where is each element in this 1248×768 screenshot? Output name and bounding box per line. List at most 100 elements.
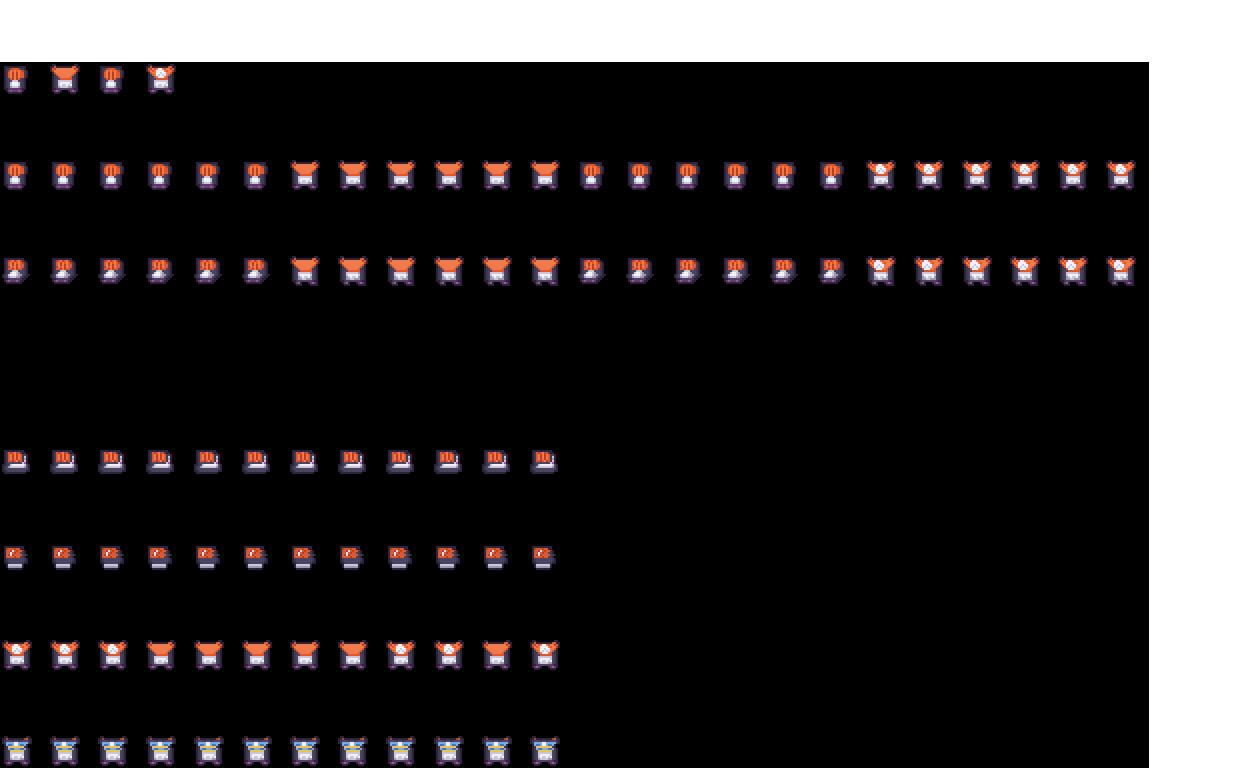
sprite-frame[interactable] [0,62,48,110]
sprite-frame[interactable] [288,446,336,494]
sprite-frame[interactable] [432,542,480,590]
sprite-frame[interactable] [144,254,192,302]
sprite-frame[interactable] [240,158,288,206]
sprite-frame[interactable] [384,254,432,302]
sprite-frame[interactable] [96,734,144,768]
sprite-frame[interactable] [144,638,192,686]
sprite-frame[interactable] [384,158,432,206]
sprite-frame[interactable] [288,734,336,768]
sprite-frame[interactable] [288,158,336,206]
row-alt-palette[interactable] [0,734,576,768]
sprite-frame[interactable] [1056,254,1104,302]
sprite-frame[interactable] [48,446,96,494]
sprite-frame[interactable] [0,638,48,686]
sprite-frame[interactable] [192,254,240,302]
sprite-frame[interactable] [672,254,720,302]
sprite-frame[interactable] [432,254,480,302]
row-walk-front[interactable] [0,158,1149,206]
sprite-frame[interactable] [384,638,432,686]
row-attack-spread[interactable] [0,638,576,686]
sprite-frame[interactable] [336,542,384,590]
sprite-frame[interactable] [240,446,288,494]
sprite-frame[interactable] [240,734,288,768]
sprite-frame[interactable] [336,446,384,494]
sprite-frame[interactable] [96,446,144,494]
sprite-frame[interactable] [192,542,240,590]
row-walk-diagonal[interactable] [0,254,1149,302]
sprite-frame[interactable] [1104,254,1149,302]
sprite-frame[interactable] [960,254,1008,302]
sprite-frame[interactable] [528,446,576,494]
sprite-frame[interactable] [528,542,576,590]
sprite-frame[interactable] [384,446,432,494]
row-side-rest[interactable] [0,446,576,494]
sprite-frame[interactable] [480,158,528,206]
sprite-frame[interactable] [144,542,192,590]
sprite-frame[interactable] [432,446,480,494]
sprite-sheet-canvas[interactable] [0,62,1149,768]
sprite-frame[interactable] [96,62,144,110]
sprite-frame[interactable] [48,638,96,686]
sprite-frame[interactable] [48,542,96,590]
sprite-frame[interactable] [576,158,624,206]
sprite-frame[interactable] [240,542,288,590]
sprite-frame[interactable] [864,254,912,302]
sprite-frame[interactable] [336,158,384,206]
sprite-frame[interactable] [336,734,384,768]
sprite-frame[interactable] [0,734,48,768]
sprite-frame[interactable] [288,638,336,686]
sprite-frame[interactable] [480,446,528,494]
sprite-frame[interactable] [0,446,48,494]
sprite-frame[interactable] [192,638,240,686]
sprite-frame[interactable] [144,446,192,494]
sprite-frame[interactable] [432,638,480,686]
row-idle-intro[interactable] [0,62,192,110]
sprite-frame[interactable] [0,542,48,590]
sprite-frame[interactable] [336,254,384,302]
sprite-frame[interactable] [720,254,768,302]
sprite-frame[interactable] [240,254,288,302]
sprite-frame[interactable] [192,734,240,768]
sprite-frame[interactable] [432,158,480,206]
sprite-frame[interactable] [288,542,336,590]
sprite-frame[interactable] [528,254,576,302]
sprite-frame[interactable] [240,638,288,686]
sprite-frame[interactable] [768,158,816,206]
sprite-frame[interactable] [288,254,336,302]
sprite-frame[interactable] [480,638,528,686]
sprite-frame[interactable] [480,542,528,590]
sprite-frame[interactable] [48,734,96,768]
sprite-frame[interactable] [1104,158,1149,206]
sprite-frame[interactable] [144,62,192,110]
sprite-frame[interactable] [96,542,144,590]
sprite-frame[interactable] [192,158,240,206]
sprite-frame[interactable] [528,734,576,768]
sprite-frame[interactable] [336,638,384,686]
sprite-frame[interactable] [384,734,432,768]
sprite-frame[interactable] [816,254,864,302]
sprite-frame[interactable] [1008,254,1056,302]
sprite-frame[interactable] [672,158,720,206]
sprite-frame[interactable] [480,254,528,302]
sprite-frame[interactable] [912,158,960,206]
sprite-frame[interactable] [480,734,528,768]
sprite-frame[interactable] [816,158,864,206]
sprite-frame[interactable] [960,158,1008,206]
sprite-frame[interactable] [720,158,768,206]
sprite-frame[interactable] [864,158,912,206]
sprite-frame[interactable] [96,158,144,206]
sprite-frame[interactable] [384,542,432,590]
sprite-frame[interactable] [528,158,576,206]
sprite-frame[interactable] [912,254,960,302]
sprite-frame[interactable] [144,158,192,206]
sprite-frame[interactable] [1008,158,1056,206]
sprite-frame[interactable] [432,734,480,768]
sprite-frame[interactable] [624,158,672,206]
sprite-frame[interactable] [144,734,192,768]
row-back-turn[interactable] [0,542,576,590]
sprite-frame[interactable] [0,158,48,206]
sprite-frame[interactable] [48,158,96,206]
sprite-frame[interactable] [48,254,96,302]
sprite-frame[interactable] [192,446,240,494]
sprite-frame[interactable] [96,638,144,686]
